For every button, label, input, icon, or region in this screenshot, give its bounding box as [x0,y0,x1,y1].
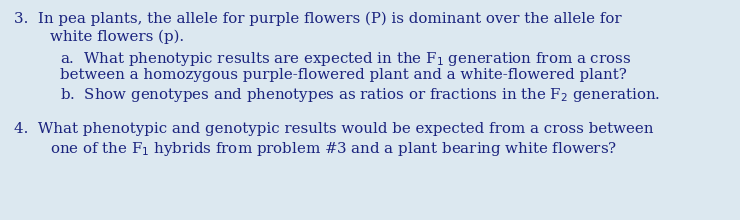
Text: b.  Show genotypes and phenotypes as ratios or fractions in the F$_2$ generation: b. Show genotypes and phenotypes as rati… [60,86,660,104]
Text: white flowers (p).: white flowers (p). [50,30,184,44]
Text: a.  What phenotypic results are expected in the F$_1$ generation from a cross: a. What phenotypic results are expected … [60,50,631,68]
Text: between a homozygous purple-flowered plant and a white-flowered plant?: between a homozygous purple-flowered pla… [60,68,627,82]
Text: 3.  In pea plants, the allele for purple flowers (P) is dominant over the allele: 3. In pea plants, the allele for purple … [14,12,622,26]
Text: 4.  What phenotypic and genotypic results would be expected from a cross between: 4. What phenotypic and genotypic results… [14,122,653,136]
Text: one of the F$_1$ hybrids from problem #3 and a plant bearing white flowers?: one of the F$_1$ hybrids from problem #3… [50,140,617,158]
